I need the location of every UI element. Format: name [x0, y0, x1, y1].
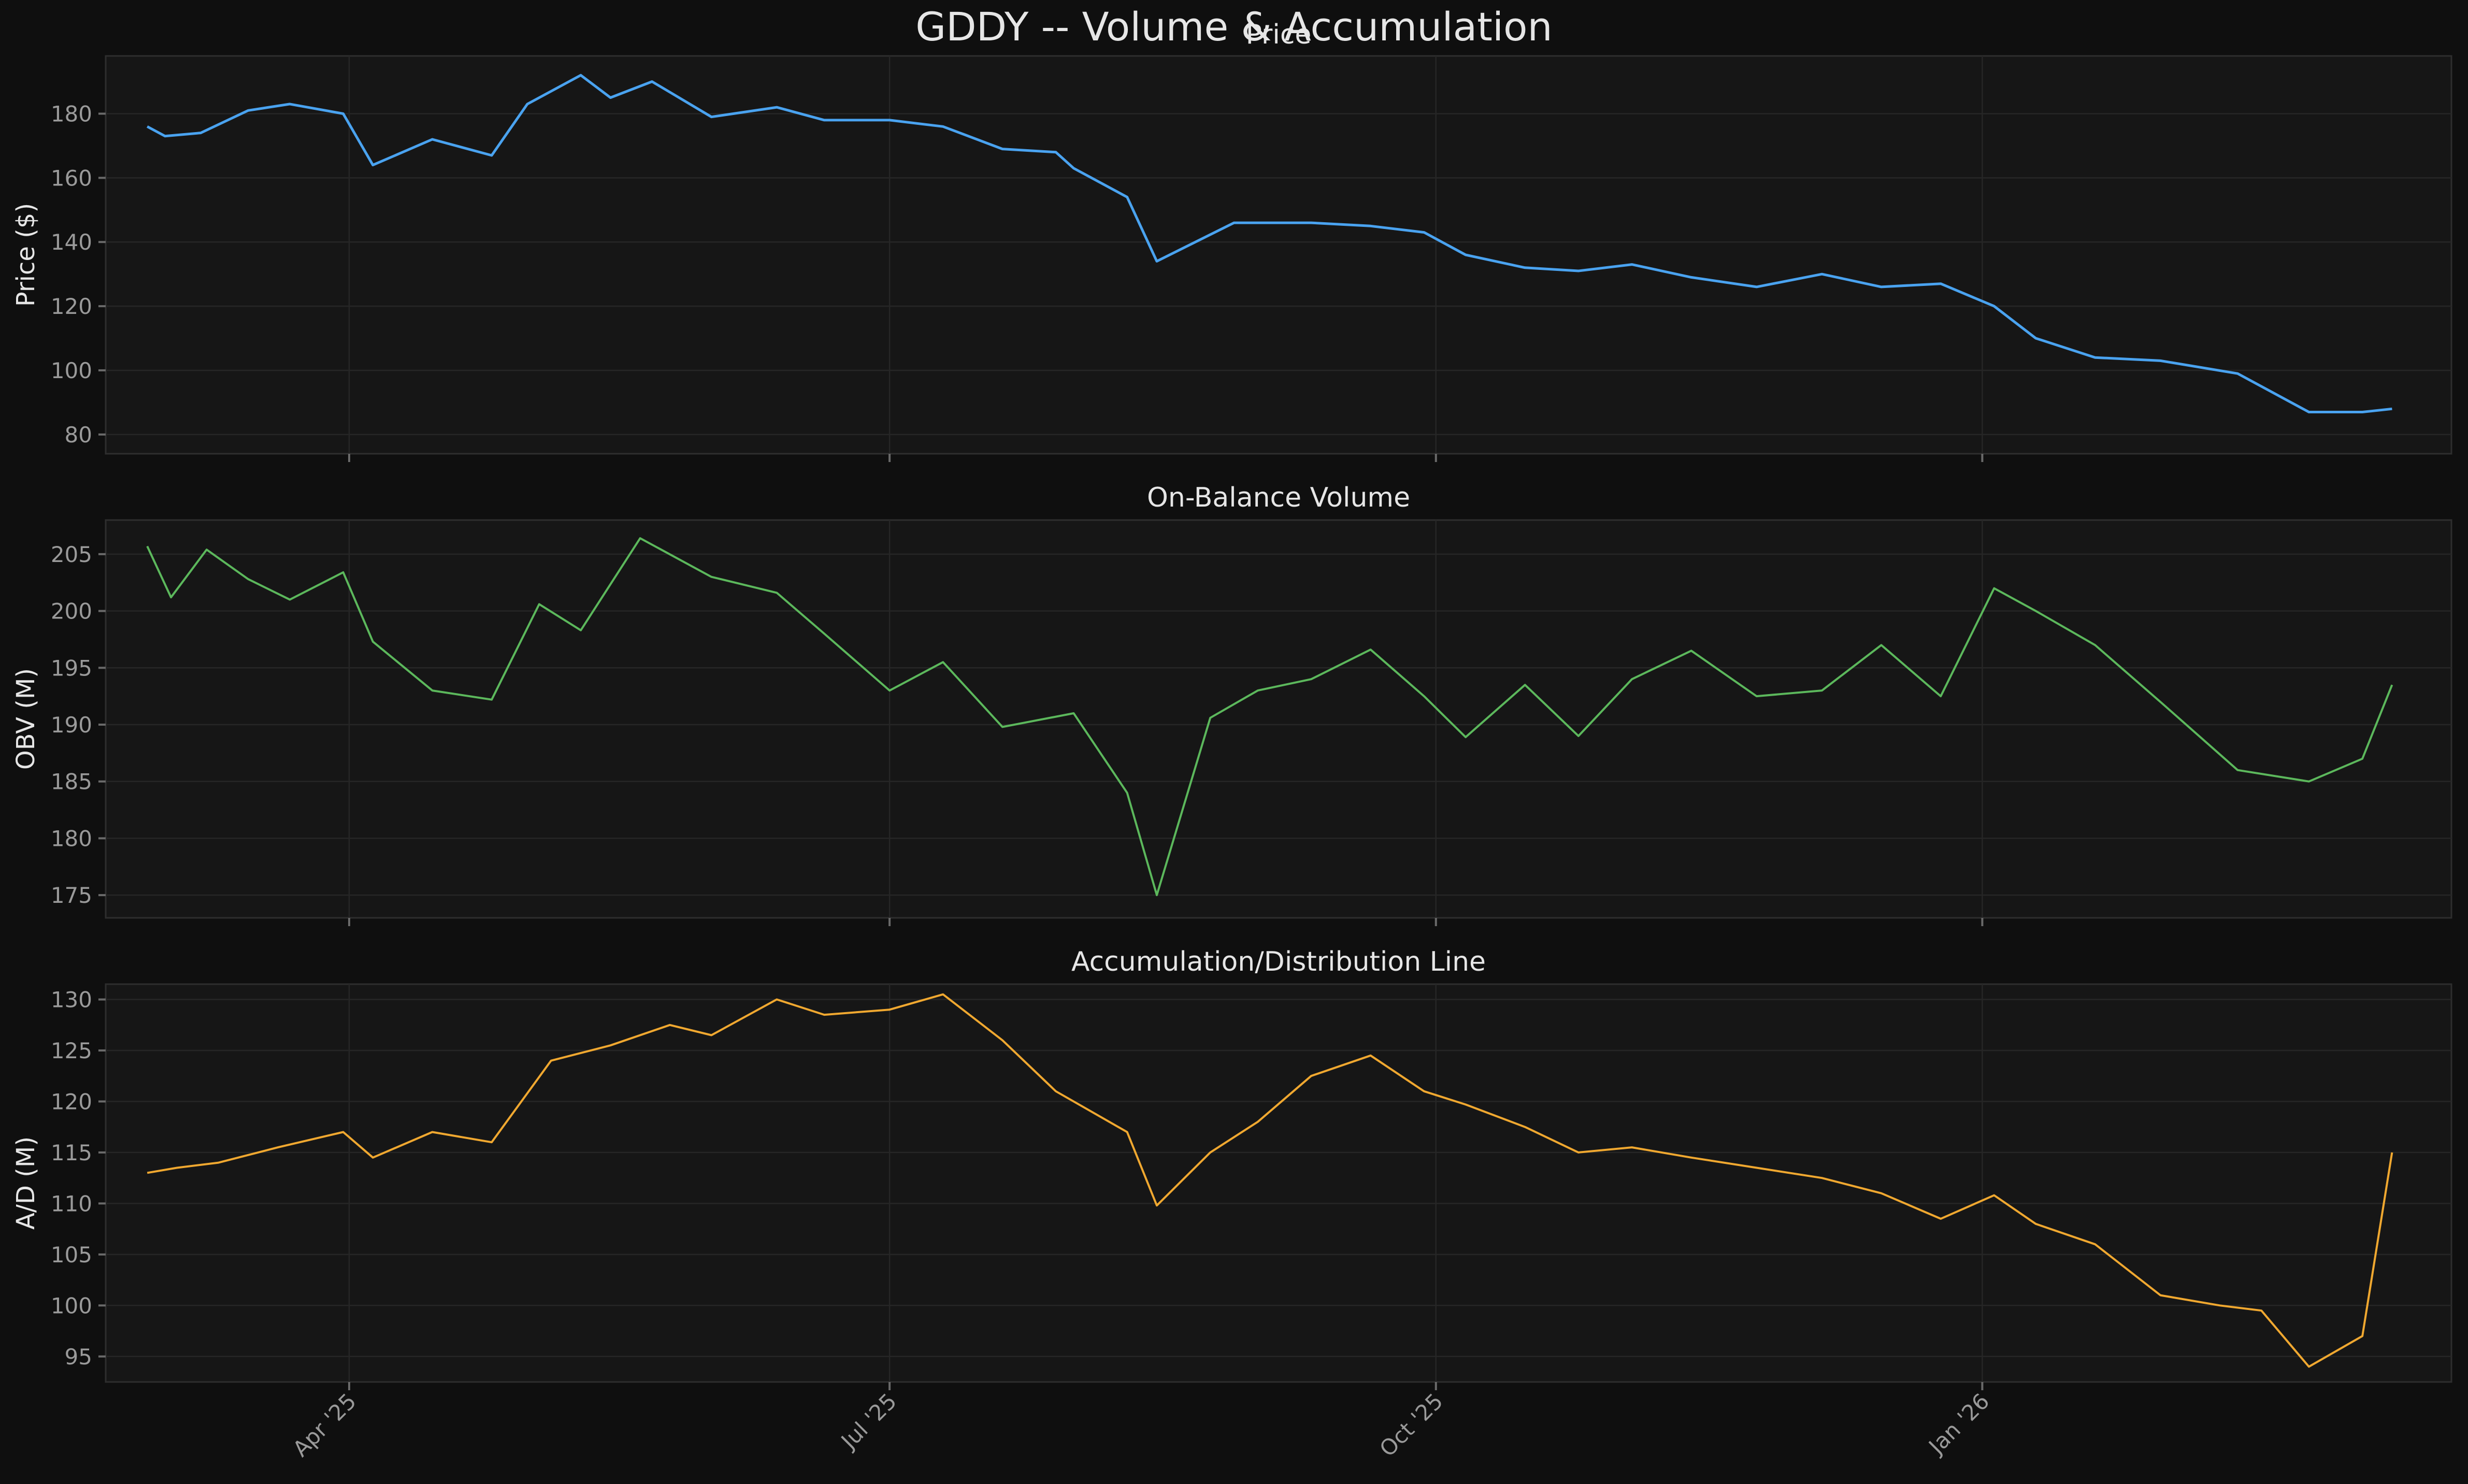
y-tick-label: 140 [51, 229, 92, 255]
ad-panel-title: Accumulation/Distribution Line [1071, 946, 1486, 977]
ad-yticks: 95 100 105 110 115 120 125 130 [51, 987, 106, 1370]
y-tick-label: 185 [51, 769, 92, 795]
obv-yticks: 175 180 185 190 195 200 205 [51, 542, 106, 908]
y-tick-label: 205 [51, 542, 92, 567]
y-tick-label: 190 [51, 712, 92, 738]
obv-series-line [146, 537, 2393, 897]
x-tick-label: Apr '25 [288, 1388, 361, 1461]
ad-plot-area [105, 983, 2452, 1383]
obv-y-axis-label: OBV (M) [11, 668, 40, 770]
y-tick-label: 195 [51, 655, 92, 681]
price-plot-area [105, 55, 2452, 455]
ad-grid [106, 984, 2451, 1382]
x-tick-label: Jan '26 [1923, 1388, 1995, 1460]
y-tick-label: 180 [51, 101, 92, 126]
y-tick-label: 110 [51, 1191, 92, 1216]
ad-panel: 95 100 105 110 115 120 125 130 Accumulation/Dis… [11, 946, 2452, 1390]
y-tick-label: 100 [51, 1293, 92, 1318]
ad-xticks [348, 1382, 1984, 1390]
price-y-axis-label: Price ($) [11, 203, 40, 307]
y-tick-label: 95 [65, 1344, 92, 1370]
ad-y-axis-label: A/D (M) [11, 1136, 40, 1230]
x-tick-label: Oct '25 [1374, 1388, 1447, 1461]
x-axis-tick-labels: Apr '25 Jul '25 Oct '25 Jan '26 [288, 1388, 1995, 1461]
y-tick-label: 180 [51, 826, 92, 851]
price-grid [106, 56, 2451, 454]
price-series-line [147, 74, 2392, 413]
y-tick-label: 175 [51, 883, 92, 908]
y-tick-label: 200 [51, 599, 92, 624]
x-tick-label: Jul '25 [835, 1388, 901, 1454]
y-tick-label: 115 [51, 1140, 92, 1165]
y-tick-label: 120 [51, 294, 92, 319]
ad-series-line [147, 993, 2393, 1368]
y-tick-label: 130 [51, 987, 92, 1013]
figure-title: GDDY -- Volume & Accumulation [915, 4, 1552, 50]
y-tick-label: 120 [51, 1089, 92, 1114]
price-yticks: 80 100 120 140 160 180 [51, 101, 106, 448]
y-tick-label: 160 [51, 165, 92, 191]
y-tick-label: 100 [51, 358, 92, 383]
obv-plot-area [105, 519, 2452, 919]
price-xticks [348, 454, 1984, 462]
price-panel: 80 100 120 140 160 180 Price Price ($) [11, 19, 2452, 462]
obv-grid [106, 520, 2451, 918]
obv-panel-title: On-Balance Volume [1147, 482, 1410, 513]
y-tick-label: 125 [51, 1038, 92, 1063]
obv-xticks [348, 918, 1984, 926]
y-tick-label: 80 [65, 422, 92, 448]
y-tick-label: 105 [51, 1242, 92, 1267]
price-panel-title: Price [1246, 19, 1312, 50]
